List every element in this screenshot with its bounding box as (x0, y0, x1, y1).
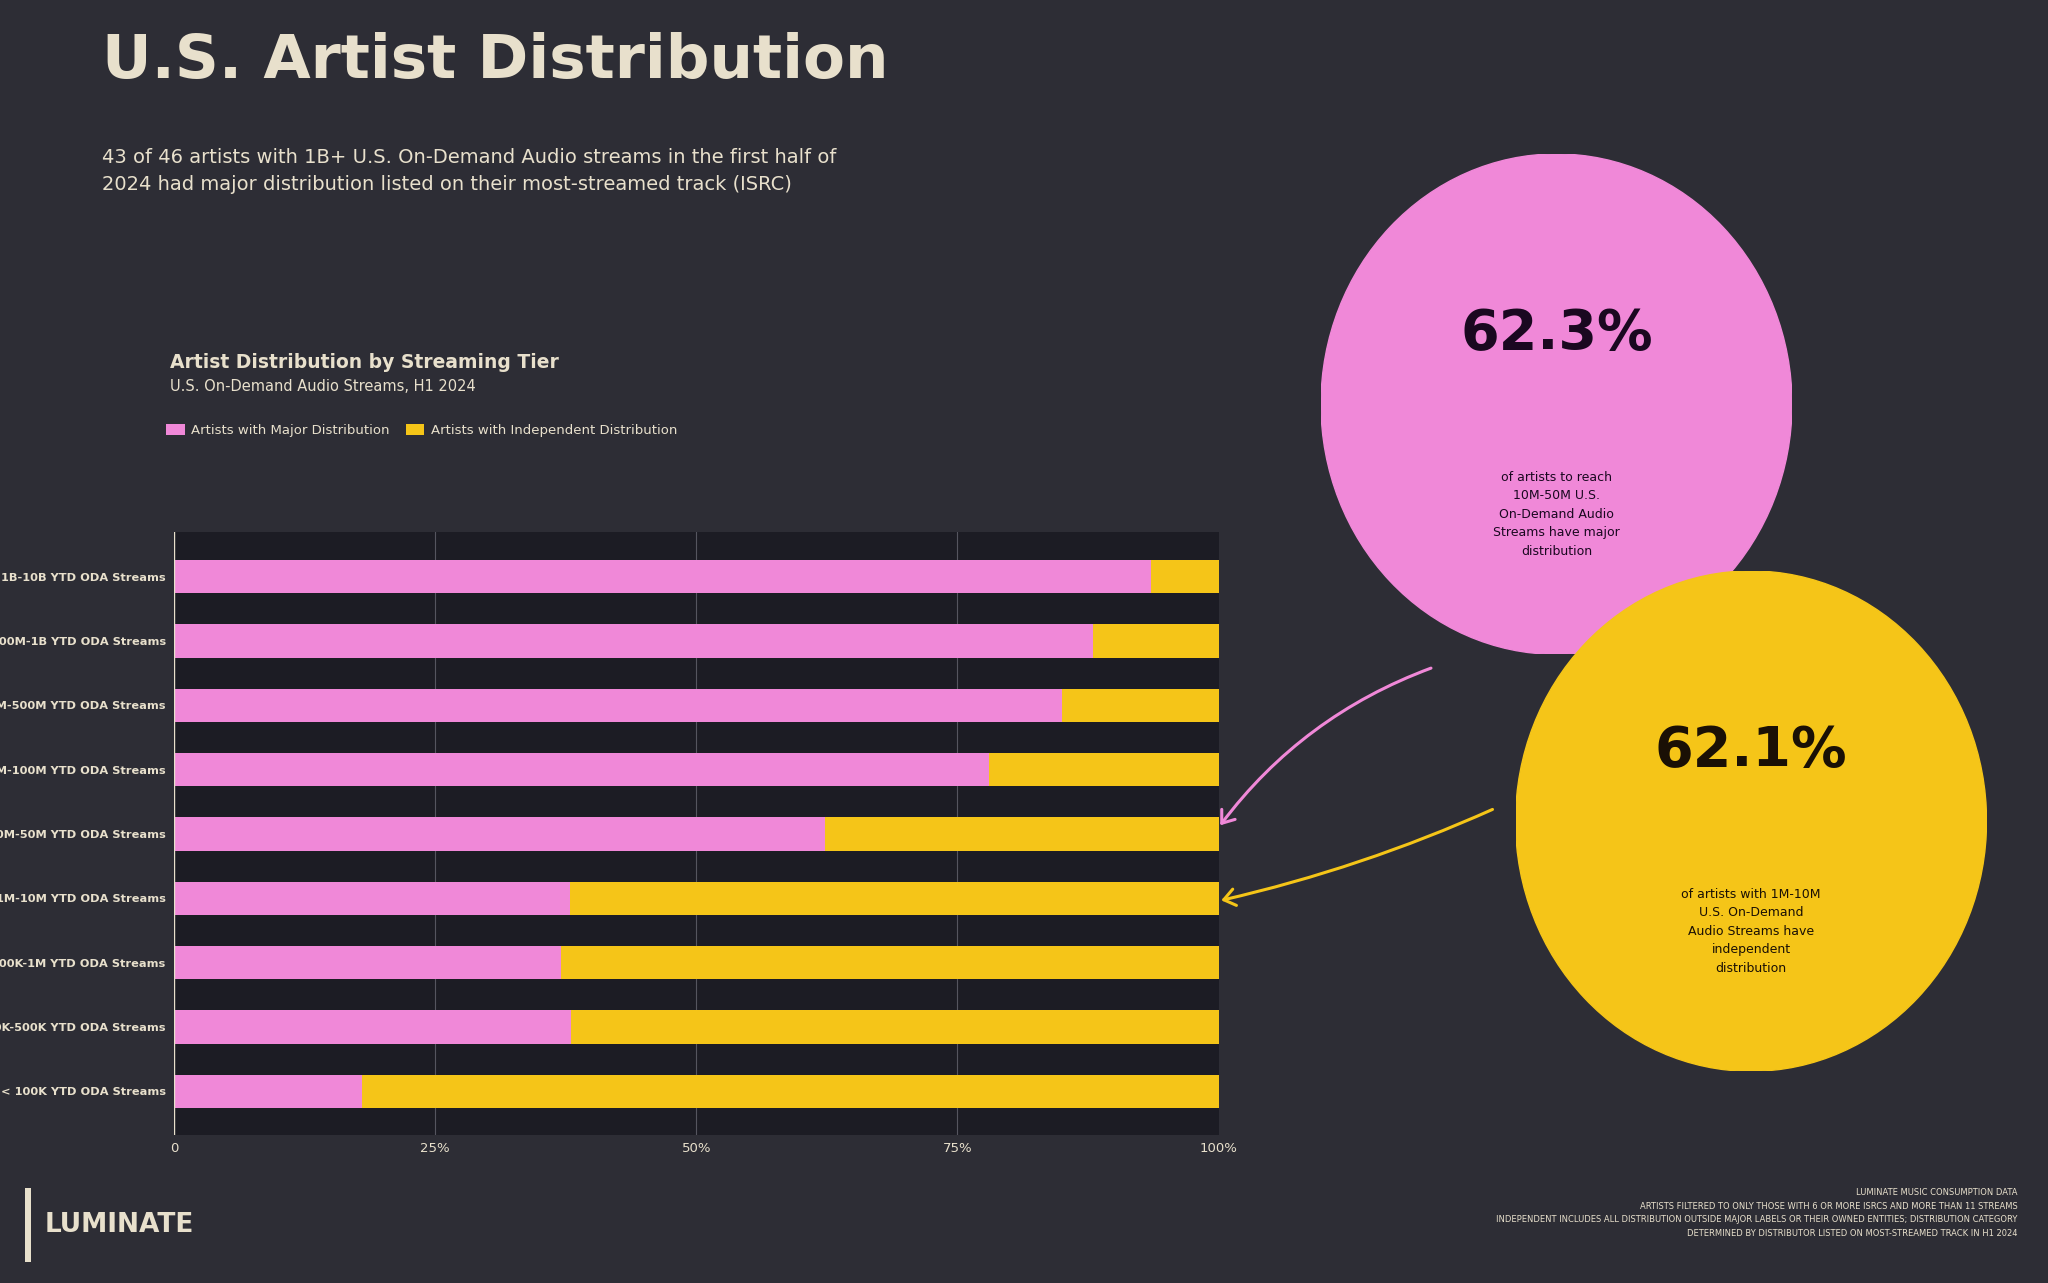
Text: 62.1%: 62.1% (1655, 724, 1847, 777)
Ellipse shape (1321, 154, 1792, 654)
Legend: Artists with Major Distribution, Artists with Independent Distribution: Artists with Major Distribution, Artists… (166, 423, 678, 438)
Bar (174, 689, 1063, 722)
Bar (571, 1010, 1219, 1043)
Bar (174, 625, 1094, 658)
Text: of artists to reach
10M-50M U.S.
On-Demand Audio
Streams have major
distribution: of artists to reach 10M-50M U.S. On-Dema… (1493, 471, 1620, 558)
FancyBboxPatch shape (25, 1188, 31, 1262)
Bar (174, 881, 569, 915)
Bar (174, 817, 825, 851)
Bar (174, 753, 989, 786)
Text: LUMINATE MUSIC CONSUMPTION DATA
ARTISTS FILTERED TO ONLY THOSE WITH 6 OR MORE IS: LUMINATE MUSIC CONSUMPTION DATA ARTISTS … (1495, 1188, 2017, 1238)
Text: LUMINATE: LUMINATE (45, 1212, 195, 1238)
Bar (362, 1075, 1219, 1109)
Bar (825, 817, 1219, 851)
Bar (569, 881, 1219, 915)
Bar (1094, 625, 1219, 658)
Text: 62.3%: 62.3% (1460, 307, 1653, 361)
Bar (174, 559, 1151, 593)
Bar (174, 1075, 362, 1109)
Bar (989, 753, 1219, 786)
Bar (174, 1010, 571, 1043)
Text: Artist Distribution by Streaming Tier: Artist Distribution by Streaming Tier (170, 353, 559, 372)
Text: U.S. On-Demand Audio Streams, H1 2024: U.S. On-Demand Audio Streams, H1 2024 (170, 378, 475, 394)
Bar (1151, 559, 1219, 593)
Ellipse shape (1516, 571, 1987, 1071)
Bar (561, 946, 1219, 979)
Bar (174, 946, 561, 979)
Text: of artists with 1M-10M
U.S. On-Demand
Audio Streams have
independent
distributio: of artists with 1M-10M U.S. On-Demand Au… (1681, 888, 1821, 975)
Text: U.S. Artist Distribution: U.S. Artist Distribution (102, 32, 889, 91)
Text: 43 of 46 artists with 1B+ U.S. On-Demand Audio streams in the first half of
2024: 43 of 46 artists with 1B+ U.S. On-Demand… (102, 148, 838, 194)
Bar (1063, 689, 1219, 722)
